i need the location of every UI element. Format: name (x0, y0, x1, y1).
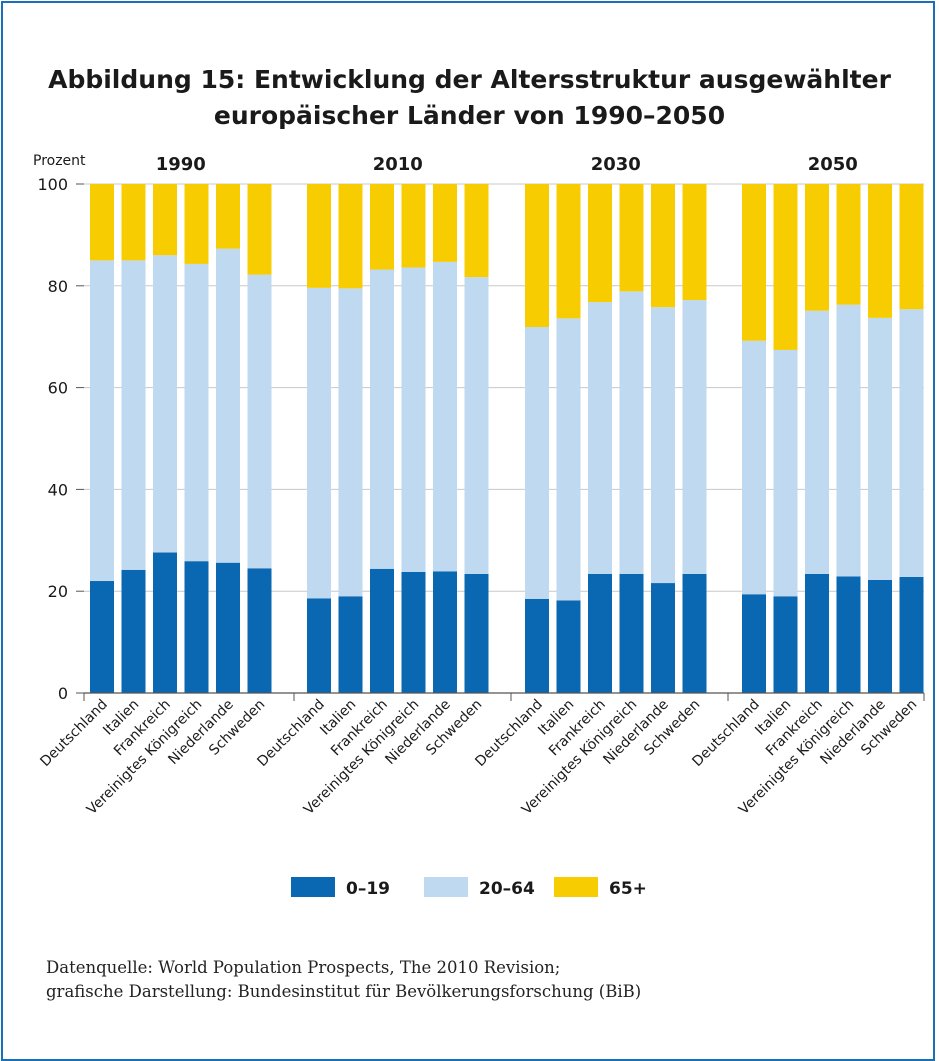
bar-2010-italien-age-20-64 (338, 288, 363, 597)
bar-1990-vereinigtes-koenigreich-age-65-plus (184, 184, 209, 264)
year-label-2030: 2030 (591, 154, 641, 175)
y-tick-label-60: 60 (48, 379, 68, 398)
legend-label-age-0-19: 0–19 (346, 879, 390, 899)
y-tick-label-20: 20 (48, 582, 68, 601)
bar-1990-deutschland-age-0-19 (90, 581, 114, 693)
bar-2030-schweden-age-0-19 (682, 573, 707, 693)
bar-2030-vereinigtes-koenigreich-age-65-plus (619, 184, 644, 292)
year-label-2010: 2010 (373, 154, 423, 175)
bar-1990-vereinigtes-koenigreich-age-20-64 (184, 263, 209, 562)
y-tick-label-100: 100 (37, 175, 68, 194)
bar-1990-vereinigtes-koenigreich-age-0-19 (184, 561, 209, 693)
bar-2010-schweden-age-65-plus (464, 184, 489, 278)
bar-2010-deutschland-age-20-64 (307, 287, 331, 599)
bar-2030-deutschland-age-0-19 (525, 598, 549, 693)
legend-label-age-65-plus: 65+ (609, 879, 647, 899)
bar-1990-italien-age-65-plus (121, 184, 146, 261)
bar-2010-frankreich-age-65-plus (370, 184, 394, 270)
bar-1990-schweden-age-65-plus (247, 184, 272, 275)
bar-2030-italien-age-65-plus (556, 184, 581, 319)
legend-swatch-age-0-19 (291, 877, 335, 897)
bar-2010-schweden-age-20-64 (464, 277, 489, 574)
legend-swatch-age-65-plus (554, 877, 598, 897)
bar-2010-vereinigtes-koenigreich-age-65-plus (401, 184, 426, 268)
bar-2050-schweden-age-65-plus (899, 184, 924, 310)
bar-1990-italien-age-0-19 (121, 569, 146, 693)
bar-2010-niederlande-age-65-plus (433, 184, 457, 262)
bar-2050-deutschland-age-0-19 (742, 594, 766, 693)
x-tick-label-1990-deutschland: Deutschland (37, 697, 110, 770)
bar-1990-frankreich-age-0-19 (153, 552, 177, 693)
bar-1990-schweden-age-0-19 (247, 568, 272, 693)
bar-2030-frankreich-age-0-19 (588, 573, 612, 693)
bar-2050-italien-age-0-19 (773, 596, 798, 693)
bar-2050-deutschland-age-20-64 (742, 340, 766, 595)
bar-2010-italien-age-0-19 (338, 596, 363, 693)
bar-2050-vereinigtes-koenigreich-age-0-19 (836, 576, 861, 693)
y-tick-label-0: 0 (58, 684, 68, 703)
bar-2010-schweden-age-0-19 (464, 573, 489, 693)
bar-2050-niederlande-age-20-64 (868, 317, 892, 581)
figure-title-line2: europäischer Länder von 1990–2050 (213, 101, 726, 130)
bar-2010-deutschland-age-0-19 (307, 598, 331, 693)
bar-2030-schweden-age-65-plus (682, 184, 707, 301)
bar-1990-frankreich-age-65-plus (153, 184, 177, 256)
bar-2050-frankreich-age-20-64 (805, 310, 829, 574)
bar-2050-frankreich-age-0-19 (805, 573, 829, 693)
bar-2050-vereinigtes-koenigreich-age-20-64 (836, 304, 861, 577)
bar-2030-vereinigtes-koenigreich-age-20-64 (619, 291, 644, 574)
bar-2010-niederlande-age-0-19 (433, 571, 457, 693)
bar-1990-niederlande-age-20-64 (216, 248, 240, 563)
bar-1990-italien-age-20-64 (121, 260, 146, 570)
bar-2010-italien-age-65-plus (338, 184, 363, 289)
bar-2030-deutschland-age-20-64 (525, 327, 549, 599)
source-line1: Datenquelle: World Population Prospects,… (46, 958, 561, 977)
bar-1990-deutschland-age-20-64 (90, 260, 114, 582)
bar-2030-italien-age-0-19 (556, 600, 581, 693)
bar-2050-italien-age-65-plus (773, 184, 798, 350)
bar-2030-italien-age-20-64 (556, 318, 581, 601)
bar-2010-deutschland-age-65-plus (307, 184, 331, 288)
bar-2050-vereinigtes-koenigreich-age-65-plus (836, 184, 861, 305)
bar-1990-niederlande-age-0-19 (216, 562, 240, 693)
bar-2050-schweden-age-0-19 (899, 576, 924, 693)
year-label-1990: 1990 (156, 154, 206, 175)
bar-2030-niederlande-age-20-64 (651, 307, 675, 584)
bar-2030-schweden-age-20-64 (682, 300, 707, 574)
bar-2030-frankreich-age-20-64 (588, 302, 612, 574)
source-note: Datenquelle: World Population Prospects,… (46, 956, 641, 1004)
bar-2030-vereinigtes-koenigreich-age-0-19 (619, 573, 644, 693)
bar-2050-niederlande-age-65-plus (868, 184, 892, 318)
y-tick-label-80: 80 (48, 277, 68, 296)
bar-2030-niederlande-age-65-plus (651, 184, 675, 308)
bar-2050-schweden-age-20-64 (899, 309, 924, 577)
bar-1990-frankreich-age-20-64 (153, 255, 177, 553)
bar-2010-frankreich-age-20-64 (370, 269, 394, 569)
bar-2050-deutschland-age-65-plus (742, 184, 766, 341)
figure-title-line1: Abbildung 15: Entwicklung der Altersstru… (48, 65, 891, 94)
legend-swatch-age-20-64 (424, 877, 468, 897)
figure-title: Abbildung 15: Entwicklung der Altersstru… (0, 62, 939, 134)
bar-2050-frankreich-age-65-plus (805, 184, 829, 311)
source-line2: grafische Darstellung: Bundesinstitut fü… (46, 982, 642, 1001)
year-label-2050: 2050 (808, 154, 858, 175)
bar-1990-schweden-age-20-64 (247, 274, 272, 569)
bar-2030-frankreich-age-65-plus (588, 184, 612, 303)
bar-2050-niederlande-age-0-19 (868, 580, 892, 693)
bar-2010-vereinigtes-koenigreich-age-0-19 (401, 571, 426, 693)
bar-2030-deutschland-age-65-plus (525, 184, 549, 328)
legend-label-age-20-64: 20–64 (479, 879, 535, 899)
bar-1990-deutschland-age-65-plus (90, 184, 114, 261)
bar-2010-niederlande-age-20-64 (433, 261, 457, 572)
y-axis-label: Prozent (33, 153, 86, 169)
bar-1990-niederlande-age-65-plus (216, 184, 240, 249)
bar-2030-niederlande-age-0-19 (651, 583, 675, 693)
bar-2010-frankreich-age-0-19 (370, 568, 394, 693)
y-tick-label-40: 40 (48, 480, 68, 499)
bar-2050-italien-age-20-64 (773, 349, 798, 597)
bar-2010-vereinigtes-koenigreich-age-20-64 (401, 267, 426, 572)
